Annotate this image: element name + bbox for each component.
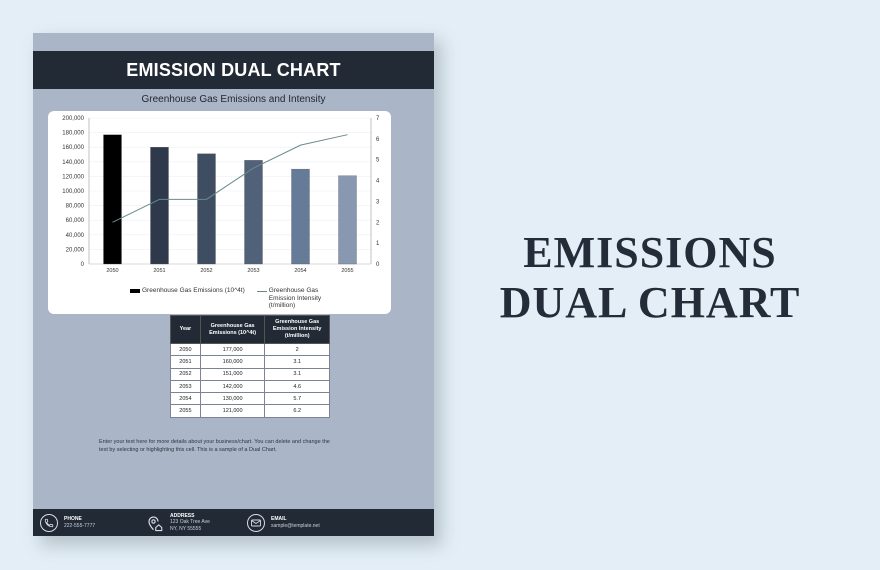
bar-2055 [338, 175, 357, 265]
cell-intensity: 2 [264, 342, 330, 357]
chart-legend: Greenhouse Gas Emissions (10^4t) Greenho… [130, 287, 327, 310]
legend-label-emissions: Greenhouse Gas Emissions (10^4t) [142, 287, 245, 294]
document-page: EMISSION DUAL CHART Greenhouse Gas Emiss… [33, 33, 434, 536]
chart-title: Greenhouse Gas Emissions and Intensity [141, 94, 326, 105]
document-header: EMISSION DUAL CHART [33, 51, 434, 89]
table-row: 2054 130,000 5.7 [170, 392, 330, 406]
table-header-row: Year Greenhouse Gas Emissions (10^4t) Gr… [170, 315, 330, 344]
cell-emissions: 160,000 [199, 355, 266, 369]
svg-text:6: 6 [376, 137, 380, 143]
bar-2052 [197, 153, 216, 265]
svg-text:0: 0 [376, 262, 380, 268]
svg-text:2: 2 [376, 220, 380, 226]
cell-emissions: 130,000 [199, 392, 266, 406]
footer-phone: PHONE 222-555-7777 [40, 509, 95, 536]
bar-swatch-icon [130, 289, 140, 293]
phone-value: 222-555-7777 [64, 522, 96, 529]
svg-text:120,000: 120,000 [62, 174, 84, 180]
cell-intensity: 6.2 [264, 404, 330, 418]
cell-intensity: 3.1 [264, 355, 330, 369]
address-label: ADDRESS [170, 512, 195, 519]
svg-text:2055: 2055 [341, 268, 353, 274]
line-swatch-icon [256, 291, 267, 292]
table-row: 2050 177,000 2 [170, 342, 330, 357]
svg-text:5: 5 [376, 158, 380, 164]
body-text: Enter your text here for more details ab… [99, 439, 330, 453]
svg-text:3: 3 [376, 199, 380, 205]
legend-item-emissions: Greenhouse Gas Emissions (10^4t) [130, 287, 245, 310]
svg-text:180,000: 180,000 [62, 131, 84, 137]
side-title-line2: DUAL CHART [499, 278, 801, 327]
svg-text:4: 4 [376, 179, 380, 185]
cell-emissions: 151,000 [199, 367, 266, 381]
chart-plot: 0 20,000 40,000 60,000 80,000 100,000 120,000 1… [62, 116, 380, 274]
cell-year: 2051 [170, 355, 201, 369]
svg-text:2052: 2052 [200, 268, 212, 274]
intensity-line [112, 134, 348, 223]
cell-year: 2053 [170, 379, 201, 394]
dual-chart: 0 20,000 40,000 60,000 80,000 100,000 120,000 1… [48, 111, 391, 314]
cell-intensity: 5.7 [264, 392, 330, 406]
legend-item-intensity: Greenhouse Gas Emission Intensity (t/mil… [256, 287, 327, 310]
table-header-year: Year [170, 315, 201, 344]
email-value: sample@template.net [271, 522, 320, 529]
legend-label-intensity: Greenhouse Gas Emission Intensity (t/mil… [268, 287, 322, 309]
mail-icon [247, 513, 265, 532]
table-row: 2052 151,000 3.1 [170, 367, 330, 381]
svg-text:100,000: 100,000 [62, 189, 84, 195]
table-row: 2055 121,000 6.2 [170, 404, 330, 418]
svg-text:7: 7 [376, 116, 380, 122]
svg-text:60,000: 60,000 [66, 218, 85, 224]
cell-year: 2052 [170, 367, 201, 381]
svg-text:1: 1 [376, 241, 380, 247]
location-icon [146, 514, 164, 532]
cell-intensity: 4.6 [264, 379, 330, 394]
cell-year: 2055 [170, 404, 201, 418]
phone-icon [40, 513, 58, 532]
cell-intensity: 3.1 [264, 367, 330, 381]
address-line1: 123 Oak Tree Ave [170, 519, 210, 526]
side-title-line1: EMISSIONS [523, 228, 777, 277]
table-header-emissions: Greenhouse Gas Emissions (10^4t) [199, 315, 266, 344]
bar-2054 [291, 168, 310, 265]
email-label: EMAIL [271, 516, 287, 522]
footer-email: EMAIL sample@template.net [247, 509, 320, 536]
svg-text:160,000: 160,000 [62, 145, 84, 151]
cell-year: 2054 [170, 392, 201, 406]
footer-address: ADDRESS 123 Oak Tree Ave NY, NY 55555 [146, 509, 210, 536]
svg-text:2053: 2053 [247, 268, 259, 274]
cell-emissions: 142,000 [199, 379, 266, 394]
svg-text:40,000: 40,000 [66, 233, 85, 239]
svg-text:200,000: 200,000 [62, 116, 84, 122]
phone-label: PHONE [64, 516, 82, 522]
bar-2053 [244, 160, 263, 265]
svg-text:2054: 2054 [294, 268, 306, 274]
bar-2050 [103, 134, 122, 265]
data-table: Year Greenhouse Gas Emissions (10^4t) Gr… [170, 315, 330, 418]
bar-2051 [150, 147, 169, 265]
table-row: 2053 142,000 4.6 [170, 379, 330, 394]
svg-text:80,000: 80,000 [66, 204, 85, 210]
table-header-intensity: Greenhouse Gas Emission Intensity (t/mil… [264, 315, 330, 344]
cell-emissions: 121,000 [199, 404, 266, 418]
svg-text:2051: 2051 [153, 268, 165, 274]
document-footer: PHONE 222-555-7777 ADDRESS 123 Oak Tree … [33, 509, 434, 536]
document-title: EMISSION DUAL CHART [126, 59, 341, 80]
table-row: 2051 160,000 3.1 [170, 355, 330, 369]
cell-year: 2050 [170, 342, 201, 357]
address-line2: NY, NY 55555 [170, 525, 202, 532]
cell-emissions: 177,000 [199, 342, 266, 357]
svg-text:140,000: 140,000 [62, 160, 84, 166]
svg-text:2050: 2050 [106, 268, 118, 274]
svg-text:0: 0 [81, 262, 85, 268]
side-title: EMISSIONS DUAL CHART [470, 228, 830, 328]
svg-text:20,000: 20,000 [66, 247, 85, 253]
